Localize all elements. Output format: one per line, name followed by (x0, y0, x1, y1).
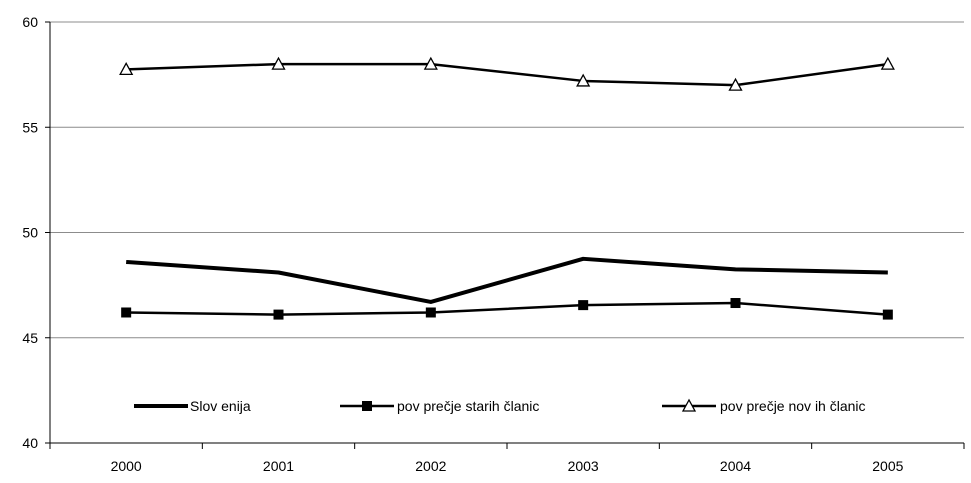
data-point (576, 73, 591, 87)
legend-item-1: pov prečje starih članic (340, 398, 539, 414)
data-point (273, 309, 284, 320)
legend-label: pov prečje starih članic (397, 398, 539, 414)
x-tick-label: 2002 (415, 458, 446, 474)
series-0 (126, 256, 888, 304)
data-point (425, 307, 436, 318)
data-point (119, 62, 134, 76)
legend-label: Slov enija (190, 398, 251, 414)
y-tick-label: 55 (22, 119, 38, 135)
data-point (728, 77, 743, 91)
legend-item-0: Slov enija (134, 398, 251, 414)
x-tick-label: 2000 (111, 458, 142, 474)
x-tick-label: 2004 (720, 458, 751, 474)
gridlines (50, 21, 964, 339)
legend-label: pov prečje nov ih članic (720, 398, 866, 414)
data-point (121, 307, 132, 318)
axes: 40 45 50 55 60 2000 2001 2002 2003 2004 2005 (22, 14, 965, 474)
y-tick-label: 60 (22, 14, 38, 30)
data-point (271, 56, 286, 70)
x-tick-label: 2003 (568, 458, 599, 474)
data-point (578, 300, 589, 311)
legend-swatch-marker (362, 401, 372, 411)
y-tick-label: 45 (22, 330, 38, 346)
y-tick-label: 40 (22, 435, 38, 451)
y-tick-label: 50 (22, 225, 38, 241)
series-lines (119, 56, 895, 320)
data-point (423, 56, 438, 70)
series-2 (119, 56, 895, 91)
data-point (882, 309, 893, 320)
series-1 (121, 298, 893, 320)
data-point (730, 298, 741, 309)
x-tick-label: 2001 (263, 458, 294, 474)
legend-item-2: pov prečje nov ih članic (662, 398, 866, 414)
x-tick-label: 2005 (872, 458, 903, 474)
series-line (126, 301, 888, 316)
legend: Slov enija pov prečje starih članic pov pr… (134, 398, 866, 414)
series-line (126, 256, 888, 304)
series-line (126, 62, 889, 87)
data-point (880, 56, 895, 70)
legend-swatch-marker (681, 398, 697, 412)
